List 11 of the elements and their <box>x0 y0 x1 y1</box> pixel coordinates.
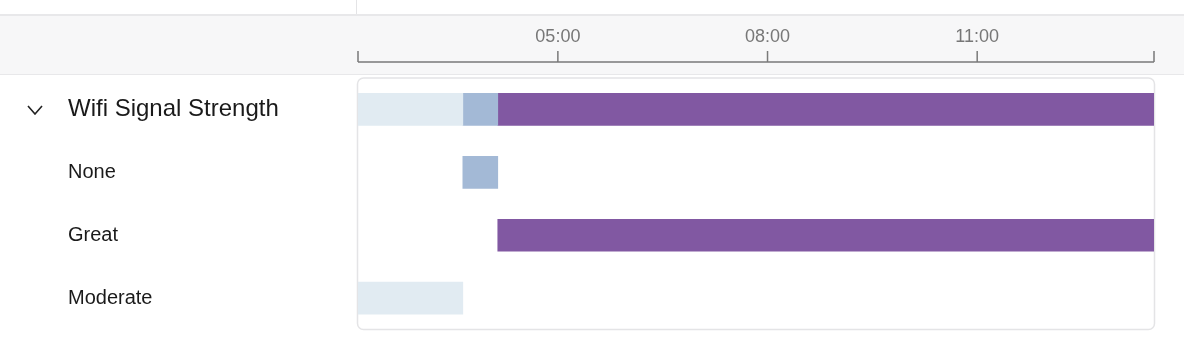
x-tick-label: 05:00 <box>535 26 581 47</box>
bar <box>462 156 499 189</box>
bar <box>497 93 1154 126</box>
x-tick-label: 08:00 <box>745 26 791 47</box>
bar <box>462 93 499 126</box>
y-tick-label: None <box>68 159 116 182</box>
y-tick-label: Moderate <box>68 285 153 308</box>
x-tick-label: 11:00 <box>955 26 1000 47</box>
y-tick-label: Great <box>68 222 119 245</box>
bar <box>497 218 1154 252</box>
y-tick-label: Wifi Signal Strength <box>68 94 279 122</box>
